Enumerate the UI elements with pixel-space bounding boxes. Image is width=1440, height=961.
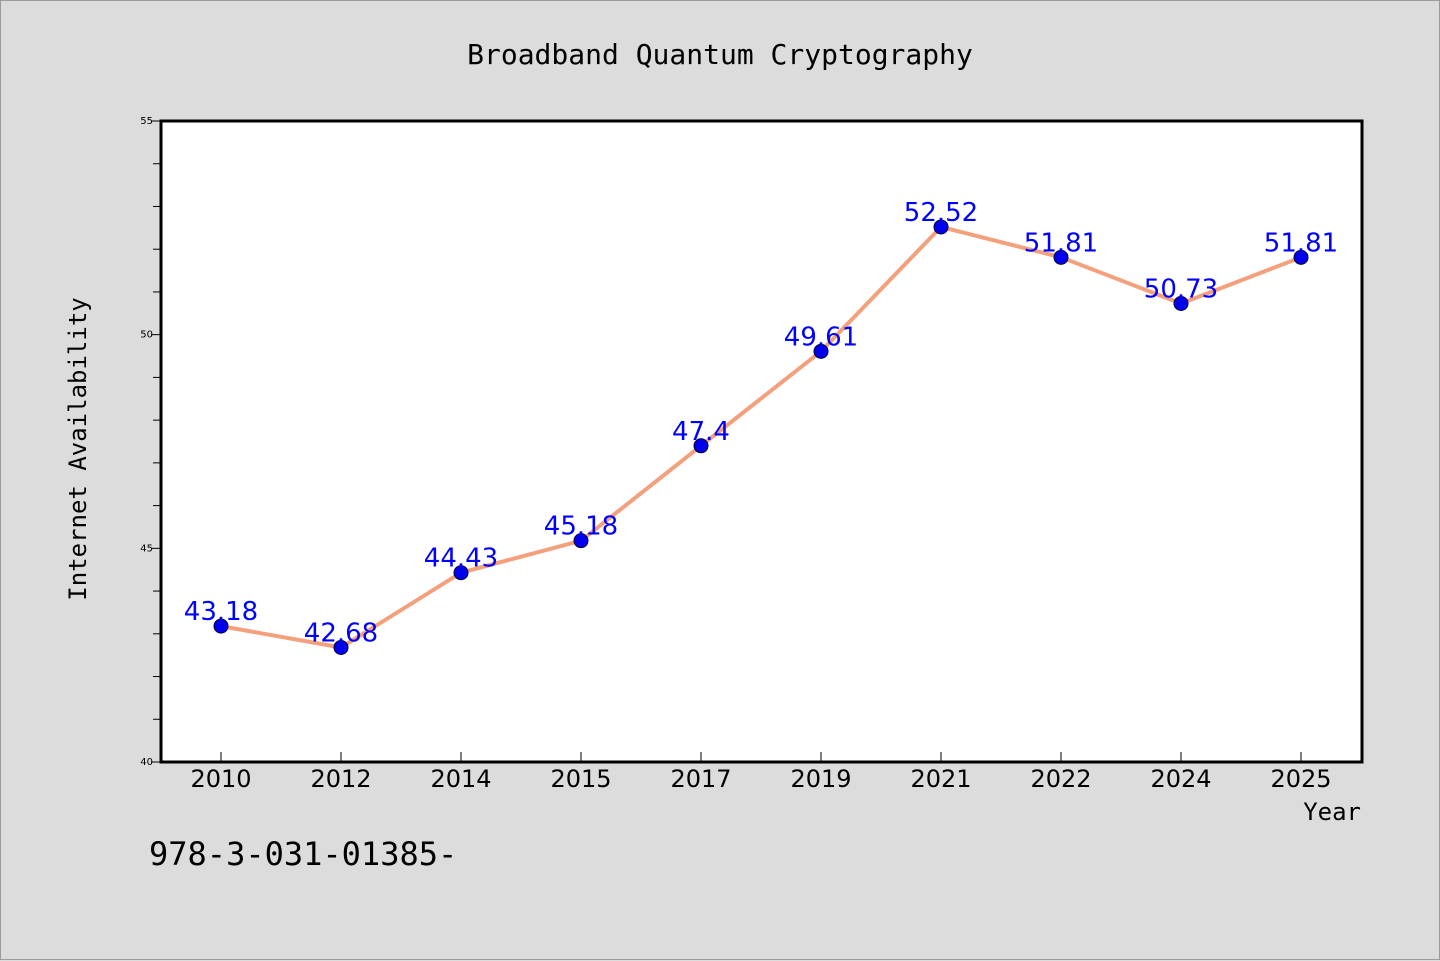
x-axis: 2010 2012 2014 2015 2017 2019 2021 2022 2024 2025 — [190, 752, 1332, 793]
data-label: 44.43 — [424, 544, 498, 574]
y-tick-label: 40 — [140, 757, 153, 768]
data-point — [1053, 249, 1069, 265]
data-point — [573, 533, 589, 549]
x-tick-label: 2010 — [190, 765, 251, 793]
data-point — [333, 639, 349, 655]
data-point — [213, 618, 229, 634]
isbn-footer-text: 978-3-031-01385- — [149, 835, 457, 873]
x-tick-label: 2025 — [1270, 765, 1331, 793]
x-tick-label: 2022 — [1030, 765, 1091, 793]
data-point — [1293, 249, 1309, 265]
series-line — [220, 224, 1302, 650]
data-point — [1173, 295, 1189, 311]
x-tick-label: 2015 — [550, 765, 611, 793]
x-tick-label: 2017 — [670, 765, 731, 793]
chart-title: Broadband Quantum Cryptography — [467, 38, 973, 71]
x-tick-label: 2021 — [910, 765, 971, 793]
series-line-group — [220, 224, 1302, 650]
x-tick-label: 2019 — [790, 765, 851, 793]
data-point — [693, 438, 709, 454]
data-labels: 43.18 42.68 44.43 45.18 47.4 49.61 52.52 51.81 5… — [184, 198, 1338, 648]
x-tick-label: 2014 — [430, 765, 491, 793]
y-axis: 40 45 50 55 — [140, 116, 161, 768]
data-label: 45.18 — [544, 512, 618, 542]
data-point — [453, 565, 469, 581]
data-label: 49.61 — [784, 322, 858, 352]
y-tick-label: 50 — [140, 330, 153, 341]
data-point — [933, 219, 949, 235]
y-tick-label: 55 — [140, 116, 153, 127]
data-label: 52.52 — [904, 198, 978, 228]
data-point — [813, 343, 829, 359]
x-tick-label: 2012 — [310, 765, 371, 793]
x-axis-label: Year — [1303, 798, 1361, 826]
plot-area — [159, 119, 1364, 764]
data-points — [213, 219, 1309, 655]
data-label: 51.81 — [1024, 228, 1098, 258]
y-axis-label: Internet Availability — [64, 297, 92, 600]
data-label: 43.18 — [184, 597, 258, 627]
y-tick-label: 45 — [140, 543, 153, 554]
data-label: 51.81 — [1264, 228, 1338, 258]
data-label: 50.73 — [1144, 274, 1218, 304]
data-label: 42.68 — [304, 618, 378, 648]
x-tick-label: 2024 — [1150, 765, 1211, 793]
data-label: 47.4 — [672, 417, 730, 447]
